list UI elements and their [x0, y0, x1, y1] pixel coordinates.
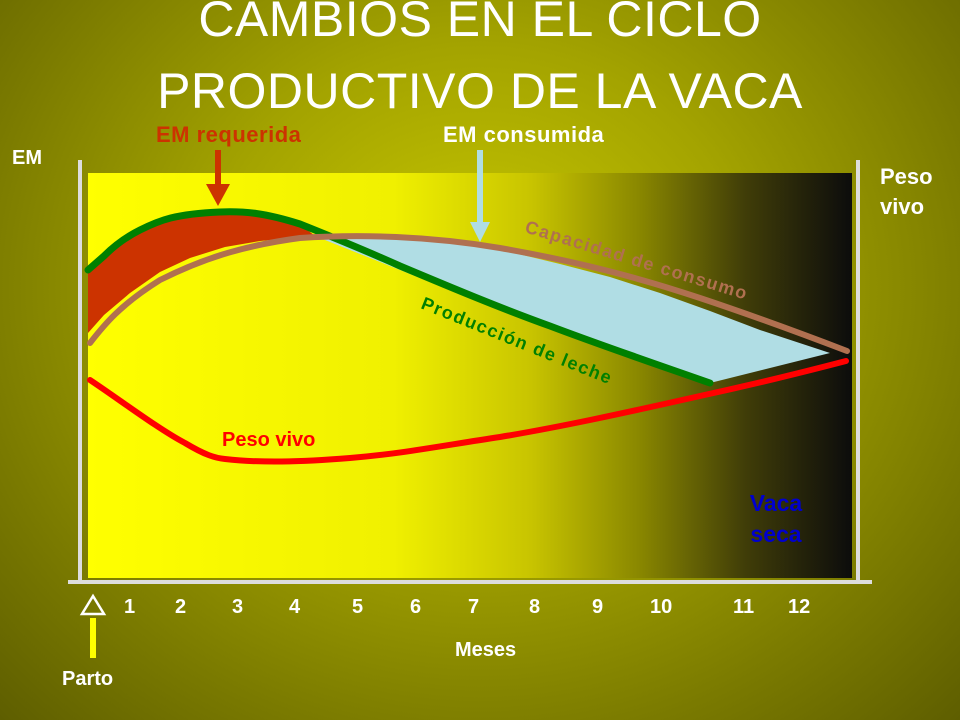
y-axis-label-em: EM [12, 147, 42, 169]
peso-axis-line2: vivo [880, 194, 925, 219]
x-tick-label: 9 [592, 596, 604, 618]
parto-label: Parto [62, 668, 114, 690]
x-tick-label: 6 [410, 596, 422, 618]
vaca-seca-line1: Vaca [749, 490, 803, 516]
x-axis-label-meses: Meses [455, 639, 517, 661]
em-consumida-area [315, 236, 830, 383]
vaca-seca-label: Vaca seca [740, 488, 812, 550]
em-requerida-area [88, 212, 315, 333]
x-tick-label: 3 [232, 596, 244, 618]
x-tick-label: 8 [529, 596, 541, 618]
capacidad-consumo-line [87, 233, 850, 354]
x-tick-label: 5 [352, 596, 364, 618]
x-tick-label: 10 [650, 596, 673, 618]
em-consumida-label: EM consumida [443, 122, 605, 147]
peso-axis-line1: Peso [880, 164, 933, 189]
em-requerida-label: EM requerida [156, 122, 302, 147]
x-tick-label: 2 [175, 596, 187, 618]
y-axis-label-peso-vivo: Peso vivo [880, 162, 960, 222]
x-tick-label: 7 [468, 596, 480, 618]
parto-triangle-icon [79, 593, 107, 616]
x-tick-label: 11 [733, 596, 755, 618]
x-tick-label: 12 [788, 596, 811, 618]
slide-title-line2: PRODUCTIVO DE LA VACA [157, 63, 803, 119]
slide-title-line1: CAMBIOS EN EL CICLO [198, 0, 762, 47]
em-requerida-arrow-head [206, 184, 230, 206]
x-tick-label: 1 [124, 596, 136, 618]
em-consumida-arrow-head [470, 222, 490, 242]
x-tick-label: 4 [289, 596, 301, 618]
vaca-seca-line2: seca [750, 521, 802, 547]
peso-vivo-curve-label: Peso vivo [222, 429, 315, 451]
peso-vivo-line [87, 358, 849, 465]
